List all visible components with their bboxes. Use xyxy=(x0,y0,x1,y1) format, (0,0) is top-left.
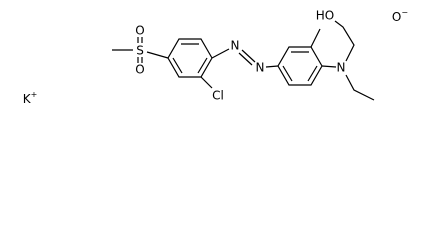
ion-label: O− xyxy=(392,8,408,24)
atom-label: N xyxy=(337,61,346,75)
bond xyxy=(146,51,169,59)
bond xyxy=(200,76,213,89)
double-bond xyxy=(238,52,253,66)
ring xyxy=(167,38,213,78)
page: O O S Cl N N N HO O− K+ (() => { const d… xyxy=(22,7,409,106)
atom-label: O xyxy=(135,63,144,77)
bonds xyxy=(112,20,375,101)
atom-label: N xyxy=(231,39,240,53)
atom-label: O xyxy=(135,24,144,38)
double-bond xyxy=(197,57,208,74)
bond xyxy=(310,28,321,48)
structure: O O S Cl N N N HO O− K+ xyxy=(23,8,408,106)
chain xyxy=(345,74,375,101)
double-bond xyxy=(307,65,318,82)
atom-label: N xyxy=(256,61,265,75)
atom-label: S xyxy=(136,44,144,58)
ion-symbol: K xyxy=(23,92,32,106)
double-bond xyxy=(241,49,256,63)
ring xyxy=(277,46,323,86)
double-bond xyxy=(172,57,183,74)
ion-charge: − xyxy=(401,8,408,17)
bond xyxy=(265,65,279,68)
chain xyxy=(334,20,355,62)
atom-label: HO xyxy=(316,9,334,23)
atom-label: Cl xyxy=(212,89,224,103)
bond xyxy=(321,65,337,68)
bond xyxy=(211,48,230,59)
ion-charge: + xyxy=(31,90,38,99)
ion-label: K+ xyxy=(23,90,38,106)
ion-symbol: O xyxy=(392,10,401,24)
double-bond xyxy=(282,65,293,82)
